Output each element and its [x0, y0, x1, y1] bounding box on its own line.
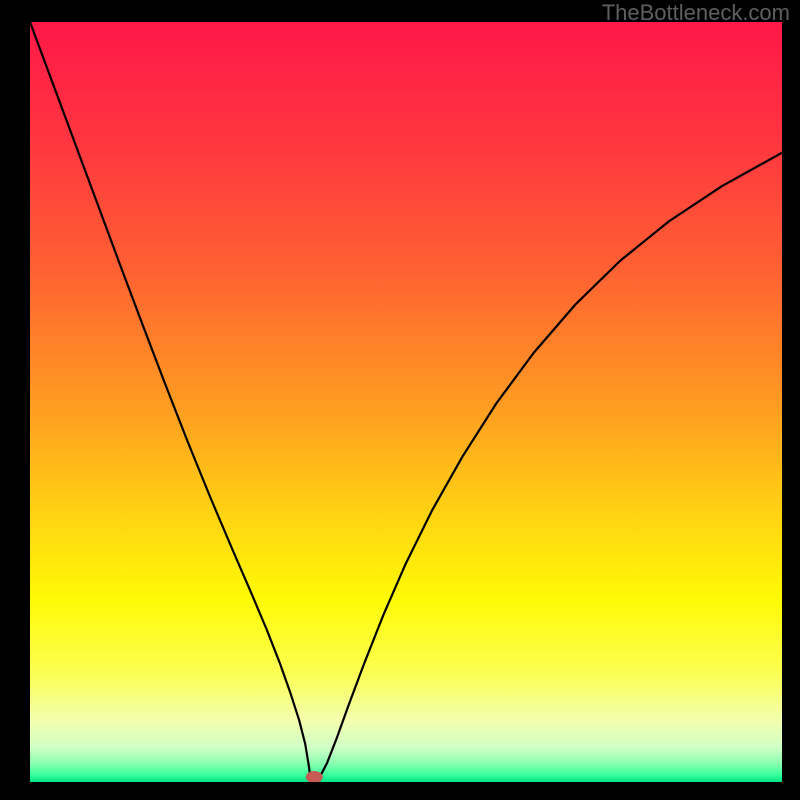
- chart-svg: [30, 22, 782, 782]
- plot-area: [30, 22, 782, 782]
- gradient-background: [30, 22, 782, 782]
- watermark-text: TheBottleneck.com: [602, 0, 790, 26]
